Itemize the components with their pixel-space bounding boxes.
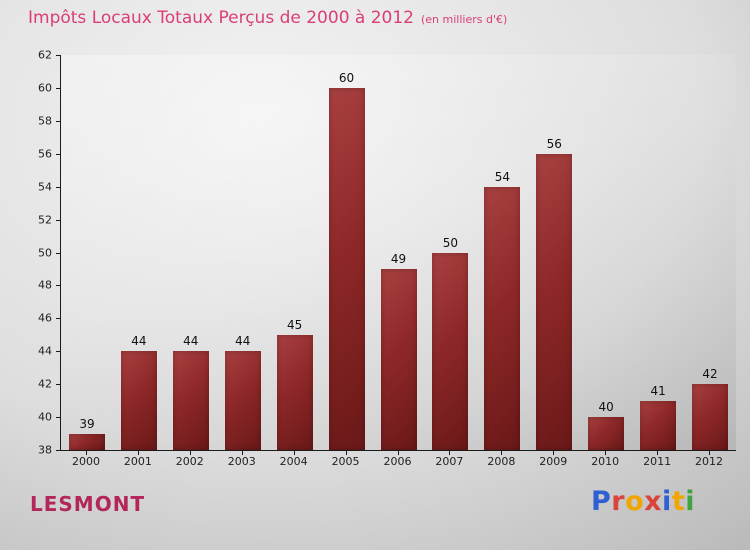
y-axis-tickmark [56,87,60,89]
bar-value-label: 42 [702,367,718,382]
y-axis-tick-label: 60 [38,81,52,95]
x-axis-tickmark [345,451,347,455]
y-axis-tickmark [56,186,60,188]
x-axis-tickmark [605,451,607,455]
logo-letter: o [625,486,645,517]
bar-value-label: 44 [235,334,251,349]
bar: 44 [224,334,261,450]
x-axis-tickmark [553,451,555,455]
y-axis-tickmark [56,417,60,419]
x-axis-tickmark [501,451,503,455]
y-axis-tick-label: 52 [38,213,52,227]
x-axis-tickmark [397,451,399,455]
bar: 56 [536,137,573,450]
bar-value-label: 45 [287,317,303,332]
y-axis-tick-label: 58 [38,114,52,128]
logo-letter: r [611,486,626,517]
y-axis-tick-label: 38 [38,443,52,457]
y-axis-tick-label: 48 [38,278,52,292]
x-axis-tickmark [449,451,451,455]
x-axis-tick-label: 2005 [331,455,360,468]
y-axis-tickmark [56,252,60,254]
x-axis-tick-label: 2007 [435,455,464,468]
bar-value-label: 41 [650,383,666,398]
y-axis-tickmark [56,219,60,221]
x-axis-tick-label: 2012 [695,455,724,468]
y-axis-tickmark [56,450,60,451]
y-axis-tick-label: 62 [38,48,52,62]
bar: 42 [692,367,729,450]
x-axis-tickmark [241,451,243,455]
y-axis-tickmark [56,384,60,386]
chart-title-text: Impôts Locaux Totaux Perçus de 2000 à 20… [28,8,414,28]
y-axis-tickmark [56,55,60,56]
y-axis-tickmark [56,318,60,320]
bar-value-label: 49 [390,251,407,266]
logo-letter: x [644,486,663,517]
x-axis-tickmark [657,451,659,455]
bar: 49 [380,252,417,450]
y-axis-tickmark [56,351,60,353]
x-axis-tick-label: 2000 [71,455,100,468]
y-axis-tick-label: 56 [38,147,52,161]
logo-letter: P [590,486,612,517]
y-axis-tick-label: 42 [38,377,52,391]
x-axis-tick-label: 2008 [487,455,516,468]
chart-title: Impôts Locaux Totaux Perçus de 2000 à 20… [28,8,507,28]
x-axis-tick-label: 2002 [175,455,204,468]
x-axis-tick-label: 2006 [383,455,412,468]
y-axis-tick-label: 46 [38,311,52,325]
proxiti-logo[interactable]: Proxiti [591,486,695,517]
x-axis-tick-label: 2004 [279,455,308,468]
y-axis-tick-label: 54 [38,180,52,194]
bar-value-label: 50 [442,235,459,250]
bar: 45 [276,318,313,450]
y-axis-tickmark [56,285,60,287]
x-axis-tickmark [85,451,87,455]
chart-subtitle: (en milliers d'€) [421,13,508,26]
logo-letter: i [662,486,672,517]
bar: 50 [432,236,469,450]
bar: 39 [68,417,105,450]
x-axis-tick-label: 2003 [227,455,256,468]
x-axis-tick-label: 2010 [591,455,620,468]
bar-value-label: 54 [494,169,510,184]
x-axis-tick-label: 2011 [643,455,672,468]
bar: 54 [484,170,521,450]
x-axis-tick-label: 2009 [539,455,568,468]
x-axis-tickmark [189,451,191,455]
bar: 44 [172,334,209,450]
bar-value-label: 39 [79,416,95,431]
logo-letter: t [671,486,686,517]
logo-letter: i [685,486,695,517]
y-axis-tick-label: 40 [38,410,52,424]
y-axis-tickmark [56,153,60,155]
x-axis-tickmark [709,451,711,455]
bar-value-label: 44 [183,334,199,349]
x-axis-tickmark [137,451,139,455]
bar-value-label: 44 [131,334,147,349]
bar-value-label: 56 [546,136,562,151]
bar-value-label: 60 [338,70,355,85]
x-axis-tick-label: 2001 [123,455,152,468]
y-axis-tickmark [56,120,60,122]
bar-value-label: 40 [598,400,614,415]
y-axis-tick-label: 44 [38,344,52,358]
bar: 44 [120,334,157,450]
x-axis-tickmark [293,451,295,455]
bar: 40 [588,400,625,450]
bar: 41 [640,384,677,450]
plot-area: 39 44 44 44 45 60 49 50 54 56 40 41 42 [60,55,736,451]
place-label: LESMONT [30,492,146,516]
bar: 60 [328,71,365,450]
y-axis-tick-label: 50 [38,246,52,259]
